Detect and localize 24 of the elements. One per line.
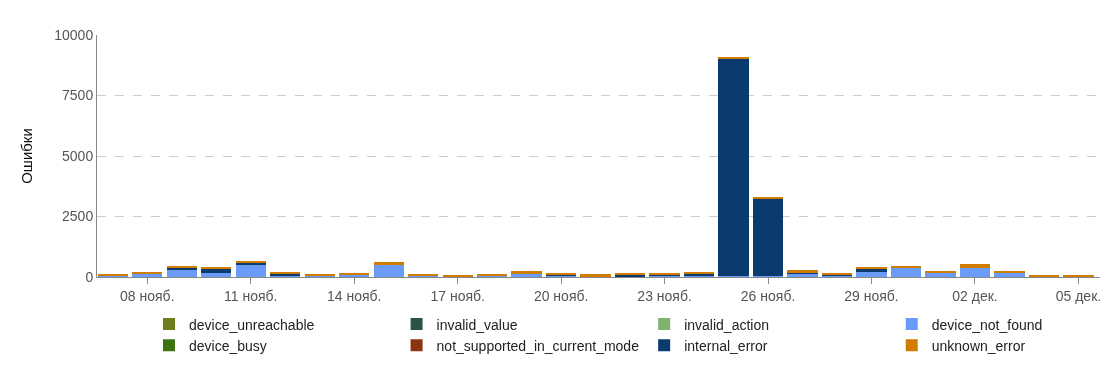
x-tick-label: 08 нояб. bbox=[120, 287, 175, 304]
x-tick-label: 20 нояб. bbox=[533, 287, 589, 304]
legend-label: internal_error bbox=[684, 337, 768, 354]
y-axis-title: Ошибки bbox=[17, 128, 35, 184]
legend-label: invalid_action bbox=[684, 316, 769, 333]
x-tick-label: 02 дек. bbox=[952, 287, 998, 304]
y-tick-label: 5000 bbox=[62, 147, 94, 164]
y-tick-label: 2500 bbox=[62, 208, 94, 225]
legend-label: device_not_found bbox=[931, 316, 1043, 333]
x-tick-label: 17 нояб. bbox=[430, 287, 485, 304]
legend-label: unknown_error bbox=[931, 337, 1026, 354]
legend-label: invalid_value bbox=[436, 316, 518, 333]
x-tick-label: 29 нояб. bbox=[844, 287, 899, 304]
y-tick-label: 10000 bbox=[54, 26, 94, 43]
x-tick-label: 14 нояб. bbox=[326, 287, 382, 304]
y-tick-label: 7500 bbox=[62, 87, 94, 104]
x-tick-label: 26 нояб. bbox=[740, 287, 796, 304]
legend-label: device_busy bbox=[189, 337, 267, 354]
legend-label: not_supported_in_current_mode bbox=[436, 337, 640, 354]
y-tick-label: 0 bbox=[85, 268, 94, 285]
legend-label: device_unreachable bbox=[189, 316, 315, 333]
x-tick-label: 05 дек. bbox=[1055, 287, 1102, 304]
x-tick-label: 11 нояб. bbox=[224, 287, 278, 304]
x-tick-label: 23 нояб. bbox=[637, 287, 692, 304]
